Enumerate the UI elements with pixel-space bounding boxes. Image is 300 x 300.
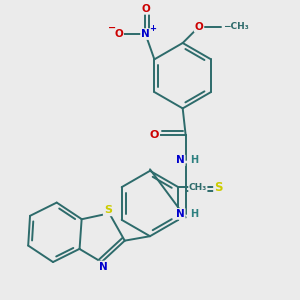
Text: O: O [150,130,159,140]
Text: CH₃: CH₃ [189,183,207,192]
Text: S: S [104,205,112,215]
Text: +: + [149,24,156,33]
Text: H: H [190,209,198,219]
Text: N: N [176,155,185,165]
Text: −: − [108,22,116,32]
Text: S: S [214,181,223,194]
Text: −CH₃: −CH₃ [223,22,249,31]
Text: N: N [141,29,150,39]
Text: O: O [114,29,123,39]
Text: N: N [99,262,107,272]
Text: O: O [195,22,203,32]
Text: H: H [190,155,198,165]
Text: O: O [141,4,150,14]
Text: N: N [176,209,185,219]
